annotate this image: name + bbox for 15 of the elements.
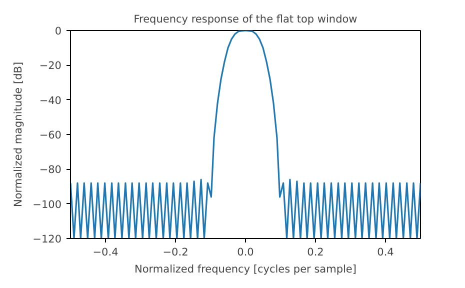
y-axis-title: Normalized magnitude [dB] [12, 62, 25, 208]
x-tick-label: −0.4 [92, 246, 119, 258]
y-tick-label: −20 [39, 60, 62, 72]
y-tick-label: −60 [39, 130, 62, 142]
x-tick-label: 0.4 [377, 246, 394, 258]
y-tick-label: 0 [54, 26, 62, 38]
x-axis-title: Normalized frequency [cycles per sample] [134, 264, 356, 276]
x-tick-label: −0.2 [162, 246, 188, 258]
x-tick-label: 0.2 [307, 246, 324, 258]
x-tick-label: 0.0 [237, 246, 254, 258]
chart-title: Frequency response of the flat top window [134, 14, 358, 26]
y-tick-label: −40 [39, 94, 62, 107]
y-tick-label: −100 [32, 198, 62, 211]
y-tick-label: −120 [32, 234, 62, 246]
y-tick-label: −80 [39, 164, 62, 176]
